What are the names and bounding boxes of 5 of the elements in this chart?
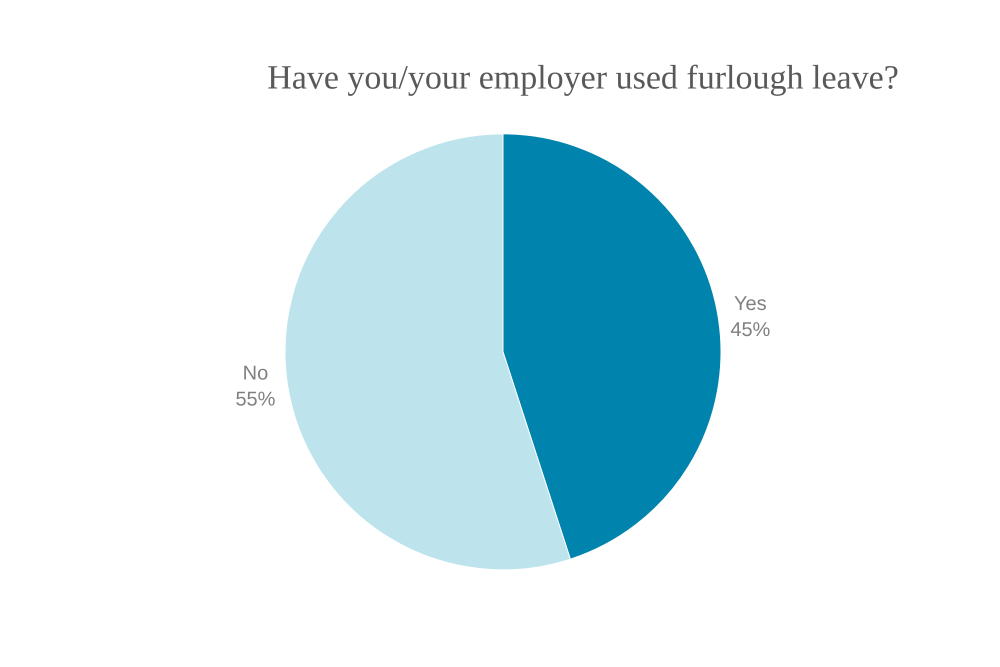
chart-title: Have you/your employer used furlough leave?: [267, 60, 899, 97]
data-label: 45%: [730, 319, 771, 342]
data-label: 55%: [235, 388, 276, 411]
slice-label: Yes: [734, 293, 767, 316]
slice-label: No: [242, 362, 268, 385]
